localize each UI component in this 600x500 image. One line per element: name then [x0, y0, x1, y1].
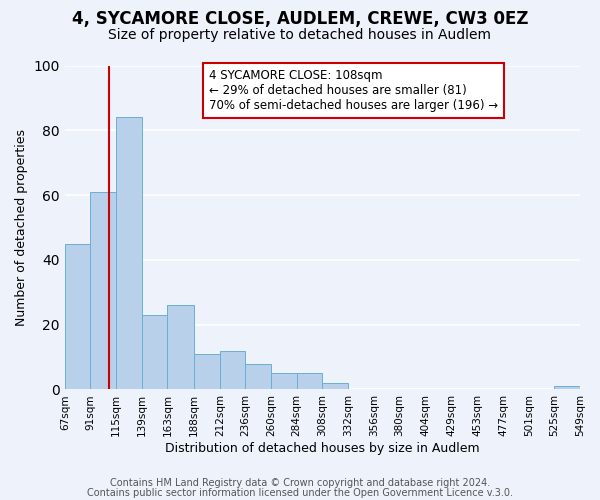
Bar: [554, 386, 580, 390]
Bar: [194, 354, 220, 390]
Bar: [65, 244, 91, 390]
Bar: [167, 305, 194, 390]
Bar: [271, 374, 297, 390]
X-axis label: Distribution of detached houses by size in Audlem: Distribution of detached houses by size …: [165, 442, 480, 455]
Y-axis label: Number of detached properties: Number of detached properties: [15, 129, 28, 326]
Bar: [297, 374, 322, 390]
Bar: [245, 364, 271, 390]
Bar: [322, 383, 348, 390]
Text: Size of property relative to detached houses in Audlem: Size of property relative to detached ho…: [109, 28, 491, 42]
Bar: [142, 315, 167, 390]
Bar: [116, 118, 142, 390]
Text: 4, SYCAMORE CLOSE, AUDLEM, CREWE, CW3 0EZ: 4, SYCAMORE CLOSE, AUDLEM, CREWE, CW3 0E…: [72, 10, 528, 28]
Bar: [91, 192, 116, 390]
Bar: [220, 350, 245, 390]
Text: Contains HM Land Registry data © Crown copyright and database right 2024.: Contains HM Land Registry data © Crown c…: [110, 478, 490, 488]
Text: 4 SYCAMORE CLOSE: 108sqm
← 29% of detached houses are smaller (81)
70% of semi-d: 4 SYCAMORE CLOSE: 108sqm ← 29% of detach…: [209, 68, 498, 112]
Text: Contains public sector information licensed under the Open Government Licence v.: Contains public sector information licen…: [87, 488, 513, 498]
